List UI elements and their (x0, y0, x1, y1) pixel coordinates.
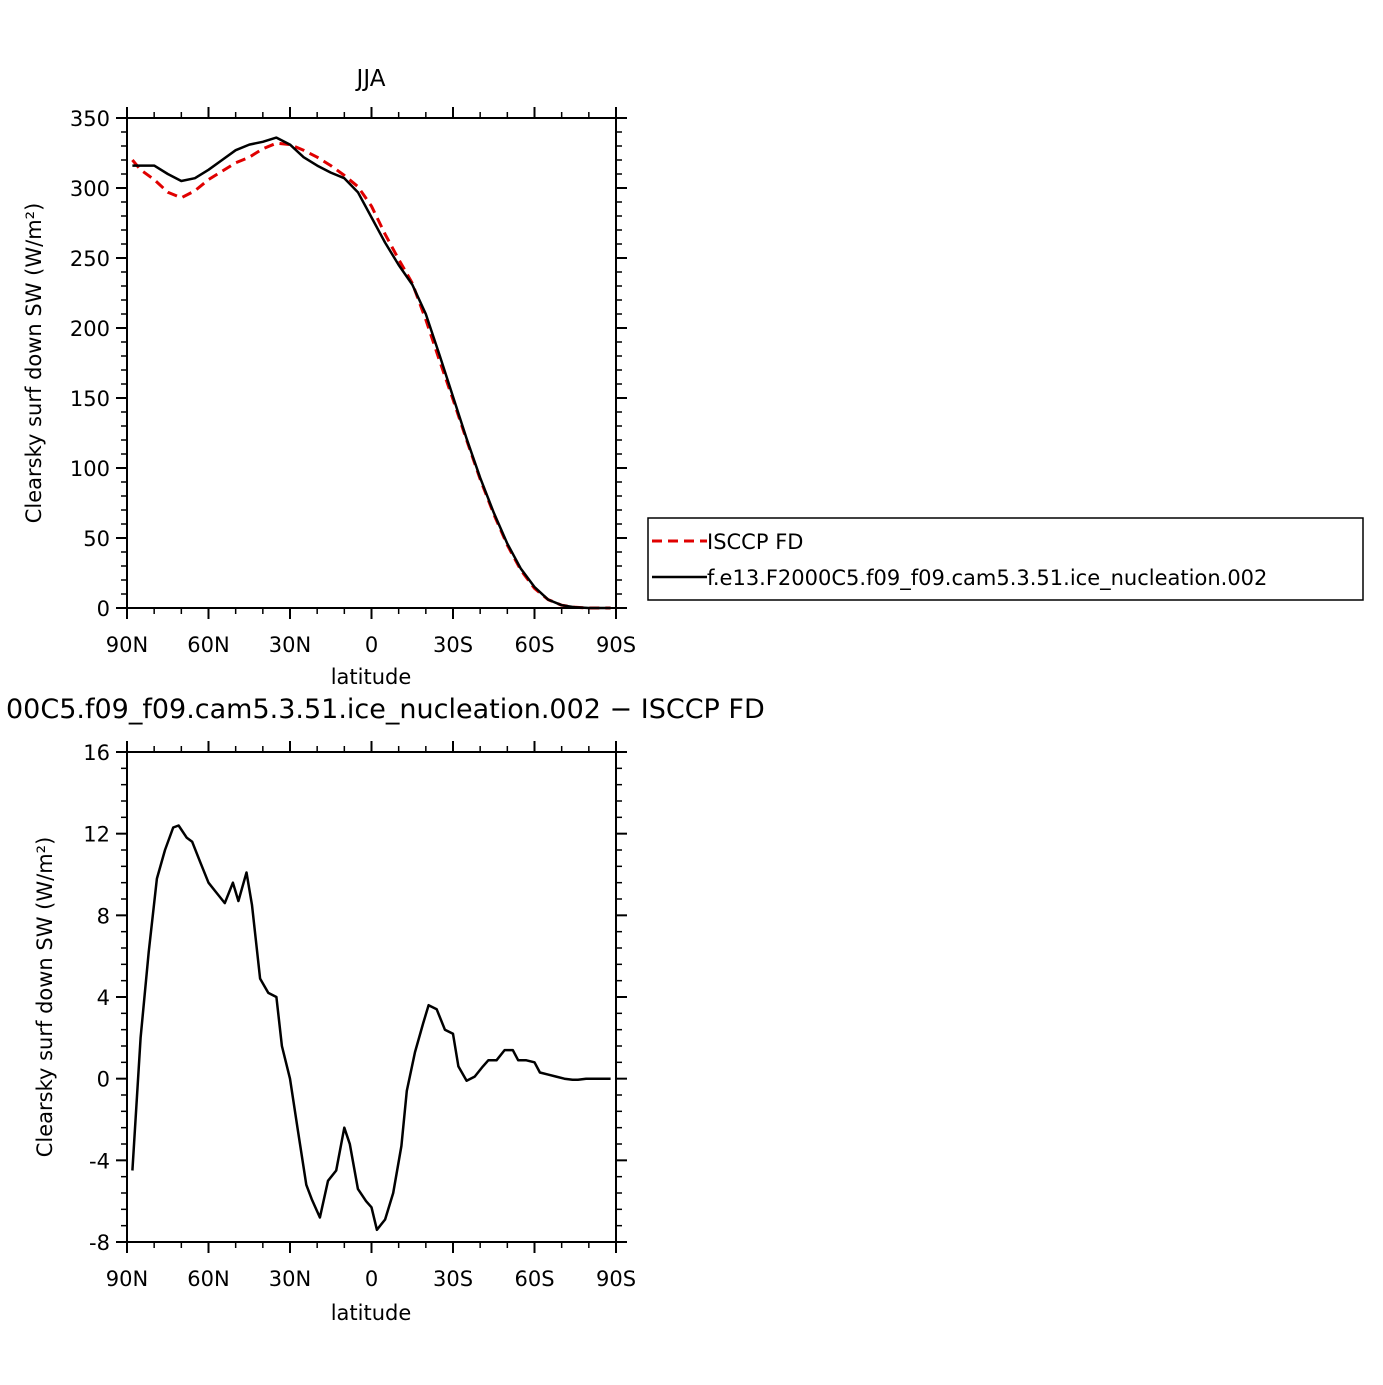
mean-ytick-label: 300 (70, 177, 110, 201)
diff-ytick-label: 8 (97, 904, 110, 928)
mean-ytick-label: 200 (70, 317, 110, 341)
difference-plot-title: 00C5.f09_f09.cam5.3.51.ice_nucleation.00… (6, 694, 765, 725)
difference-plot-ylabel: Clearsky surf down SW (W/m²) (33, 837, 57, 1158)
mean-series-0 (131, 141, 611, 610)
mean-ytick-label: 50 (83, 527, 110, 551)
diff-xtick-label: 90S (596, 1267, 636, 1291)
mean-series-1 (132, 136, 611, 610)
mean-xtick-label: 90N (106, 633, 148, 657)
mean-xtick-label: 30S (433, 633, 473, 657)
diff-xtick-label: 30S (433, 1267, 473, 1291)
mean-ytick-label: 100 (70, 457, 110, 481)
mean-xtick-label: 30N (269, 633, 311, 657)
mean-xtick-label: 0 (365, 633, 378, 657)
difference-plot-ticks: -8 -4 0 4 8 12 16 90N 60N 30N 0 30S 60S 90S (83, 741, 636, 1291)
mean-plot-ylabel: Clearsky surf down SW (W/m²) (22, 203, 46, 524)
diff-series-0 (131, 824, 611, 1232)
diff-ytick-label: 4 (97, 986, 110, 1010)
legend-label-isccp: ISCCP FD (707, 530, 803, 554)
mean-ytick-label: 150 (70, 387, 110, 411)
mean-ytick-label: 350 (70, 107, 110, 131)
mean-plot-series (131, 136, 611, 610)
mean-plot: JJA 0 50 100 150 200 250 300 350 90N 60N 30N 0 30S 60… (22, 66, 636, 689)
mean-xtick-label: 90S (596, 633, 636, 657)
diff-ytick-label: -4 (89, 1149, 110, 1173)
diff-xtick-label: 30N (269, 1267, 311, 1291)
mean-xtick-label: 60S (514, 633, 554, 657)
legend: ISCCP FD f.e13.F2000C5.f09_f09.cam5.3.51… (647, 517, 1364, 601)
diff-xtick-label: 60S (514, 1267, 554, 1291)
legend-box (647, 517, 1364, 601)
difference-plot-xlabel: latitude (331, 1301, 412, 1325)
mean-ytick-label: 0 (97, 597, 110, 621)
legend-label-model: f.e13.F2000C5.f09_f09.cam5.3.51.ice_nucl… (707, 566, 1267, 591)
mean-plot-frame (126, 117, 617, 609)
difference-plot: 00C5.f09_f09.cam5.3.51.ice_nucleation.00… (6, 694, 765, 1325)
mean-plot-ticks: 0 50 100 150 200 250 300 350 90N 60N 30N 0 30S 60S 90S (70, 107, 636, 657)
diff-xtick-label: 60N (187, 1267, 229, 1291)
diff-ytick-label: 16 (83, 741, 110, 765)
mean-plot-title: JJA (355, 66, 386, 92)
diff-ytick-label: -8 (89, 1231, 110, 1255)
difference-plot-series (131, 824, 611, 1232)
mean-xtick-label: 60N (187, 633, 229, 657)
diff-ytick-label: 0 (97, 1068, 110, 1092)
difference-plot-frame (126, 751, 617, 1243)
diff-xtick-label: 90N (106, 1267, 148, 1291)
mean-ytick-label: 250 (70, 247, 110, 271)
diff-ytick-label: 12 (83, 823, 110, 847)
diff-xtick-label: 0 (365, 1267, 378, 1291)
mean-plot-xlabel: latitude (331, 665, 412, 689)
